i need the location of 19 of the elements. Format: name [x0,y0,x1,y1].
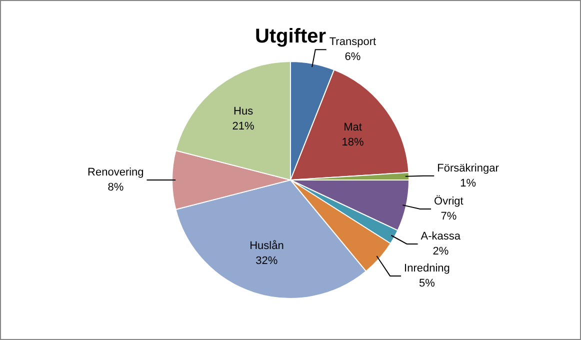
data-label: 2% [432,245,449,258]
data-label: 18% [342,136,364,148]
slice-label: Hus [234,106,254,118]
chart-title: Utgifter [254,26,326,48]
data-label: 21% [232,120,255,133]
data-label: 6% [344,51,361,64]
slice-label: Mat [344,121,362,134]
slice-label: Huslån [250,240,284,252]
data-label: 7% [440,210,457,222]
slice-label: A-kassa [420,230,462,242]
slice-label: Transport [329,36,376,48]
data-label: 32% [256,254,278,267]
slice-label: Inredning [404,262,450,274]
data-label: 1% [460,177,476,190]
slice-label: Försäkringar [437,162,500,174]
data-label: 5% [419,277,436,290]
data-label: 8% [108,182,124,194]
slice-label: Renovering [88,166,144,179]
slice-label: Övrigt [434,194,464,208]
